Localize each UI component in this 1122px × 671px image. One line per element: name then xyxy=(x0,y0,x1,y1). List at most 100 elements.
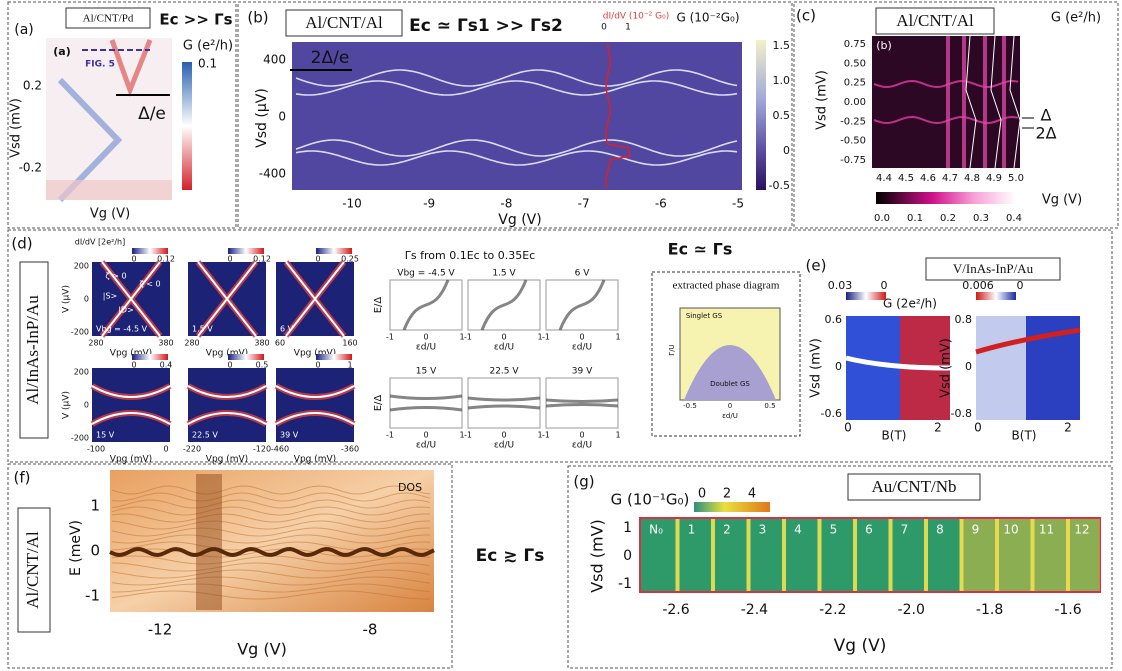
device-box xyxy=(847,473,981,501)
tick-label: 0 xyxy=(974,421,982,435)
annotation: Δ xyxy=(1041,106,1052,125)
tick-label: 0.8 xyxy=(955,313,973,326)
curve xyxy=(402,279,450,331)
annotation: ζ > 0 xyxy=(105,272,126,281)
tick-label: 0 xyxy=(423,431,428,440)
curve xyxy=(389,394,463,412)
plot-tag: 1.5 V xyxy=(492,269,516,279)
tick-label: 0 xyxy=(90,542,100,560)
tick-label: -1 xyxy=(464,431,472,440)
shape xyxy=(983,36,987,168)
curve xyxy=(112,562,431,572)
tick-label: 0.2 xyxy=(23,79,42,93)
tick-label: 0 xyxy=(278,110,286,124)
tick-label: 0 xyxy=(844,421,852,435)
axis-label: Vpg (mV) xyxy=(206,455,248,465)
curve xyxy=(295,139,738,157)
axis-label: B(T) xyxy=(882,429,907,443)
axis-label: Vpg (mV) xyxy=(294,455,336,465)
tick-label: 4.7 xyxy=(942,173,958,184)
annotation: 2Δ/e xyxy=(311,48,350,68)
tick-label: -220 xyxy=(183,445,201,454)
curve xyxy=(111,569,431,579)
plot-tag: Vbg = -4.5 V xyxy=(397,269,455,279)
curve xyxy=(197,261,257,337)
tick-label: 0 xyxy=(1017,279,1024,292)
curve xyxy=(990,35,1002,169)
tick-label: -1 xyxy=(85,587,100,605)
axis-label: Vpg (mV) xyxy=(110,455,152,465)
tick-label: 1 xyxy=(615,333,620,342)
tick-label: 0 xyxy=(227,255,232,264)
tick-label: 0 xyxy=(579,431,584,440)
regime: Ec ≃ Γs1 >> Γs2 xyxy=(409,16,563,36)
tick-label: -1 xyxy=(542,333,550,342)
colorbar xyxy=(228,354,264,360)
axis-label: Γ/U xyxy=(668,344,676,355)
tick-label: -2.2 xyxy=(819,602,846,618)
tick-label: -200 xyxy=(71,328,89,337)
panel-label: (g) xyxy=(573,473,594,491)
shape xyxy=(711,519,715,591)
tick-label: 0.50 xyxy=(844,58,866,69)
tick-label: 1.5 xyxy=(773,39,791,52)
axis-label: B(T) xyxy=(1012,429,1037,443)
tick-label: 0.0 xyxy=(874,213,890,224)
plot xyxy=(389,377,463,429)
curve xyxy=(111,513,431,523)
shape xyxy=(995,519,999,591)
tick-label: 4.4 xyxy=(876,173,892,184)
curve xyxy=(112,583,431,593)
heatmap xyxy=(46,180,172,200)
colorbar-title: G (e²/h) xyxy=(183,39,233,54)
curve xyxy=(109,546,435,558)
curve xyxy=(480,279,528,331)
state-label: 1 xyxy=(688,523,696,537)
colorbar-title: G (10⁻²G₀) xyxy=(677,11,740,25)
tick-label: -2.0 xyxy=(898,602,925,618)
axis-label: εd/U xyxy=(416,343,436,353)
tick-label: 0 xyxy=(84,401,89,410)
tick-label: 0.1 xyxy=(198,57,217,71)
axis-label: Vsd (μV) xyxy=(254,88,270,148)
tick-label: 200 xyxy=(74,368,89,377)
annotation: dI/dV (10⁻² G₀) xyxy=(603,12,669,22)
map-tag: 1.5 V xyxy=(192,325,213,334)
tick-label: -400 xyxy=(259,167,286,181)
colorbar xyxy=(846,292,886,300)
device-box xyxy=(19,261,49,439)
state-label: 12 xyxy=(1074,523,1089,537)
tick-label: 1 xyxy=(459,333,464,342)
state-label: 8 xyxy=(936,523,944,537)
axis-label: Vpg (mV) xyxy=(110,349,152,359)
tick-label: 1 xyxy=(537,333,542,342)
tick-label: 0.4 xyxy=(160,361,173,370)
inset-label: DOS xyxy=(398,481,422,494)
tick-label: 0 xyxy=(131,255,136,264)
shape xyxy=(1002,36,1006,168)
tick-label: -0.5 xyxy=(683,402,697,410)
axis-label: Vg (V) xyxy=(90,207,130,222)
device-box xyxy=(285,9,403,37)
tick-label: 5.0 xyxy=(1008,173,1024,184)
annotation: Δ/e xyxy=(138,104,166,124)
axis-label: Vsd (mV) xyxy=(809,338,824,398)
map-tag: 22.5 V xyxy=(192,431,218,440)
tick-label: 0 xyxy=(163,445,168,454)
map-tag: 6 V xyxy=(280,325,294,334)
tick-label: 0 xyxy=(881,279,888,292)
state-label: 10 xyxy=(1003,523,1018,537)
device-label: Al/CNT/Al xyxy=(896,11,974,30)
panel-label: (b) xyxy=(247,9,268,27)
regime: Ec >> Γs xyxy=(159,11,232,29)
axis-label: εd/U xyxy=(416,441,436,451)
tick-label: 60 xyxy=(275,339,285,348)
heatmap xyxy=(292,42,742,190)
curve xyxy=(111,520,430,530)
heatmap xyxy=(92,368,170,442)
curve xyxy=(111,541,431,551)
tick-label: 1 xyxy=(90,497,100,515)
curve xyxy=(109,39,153,98)
tick-label: -360 xyxy=(341,445,359,454)
